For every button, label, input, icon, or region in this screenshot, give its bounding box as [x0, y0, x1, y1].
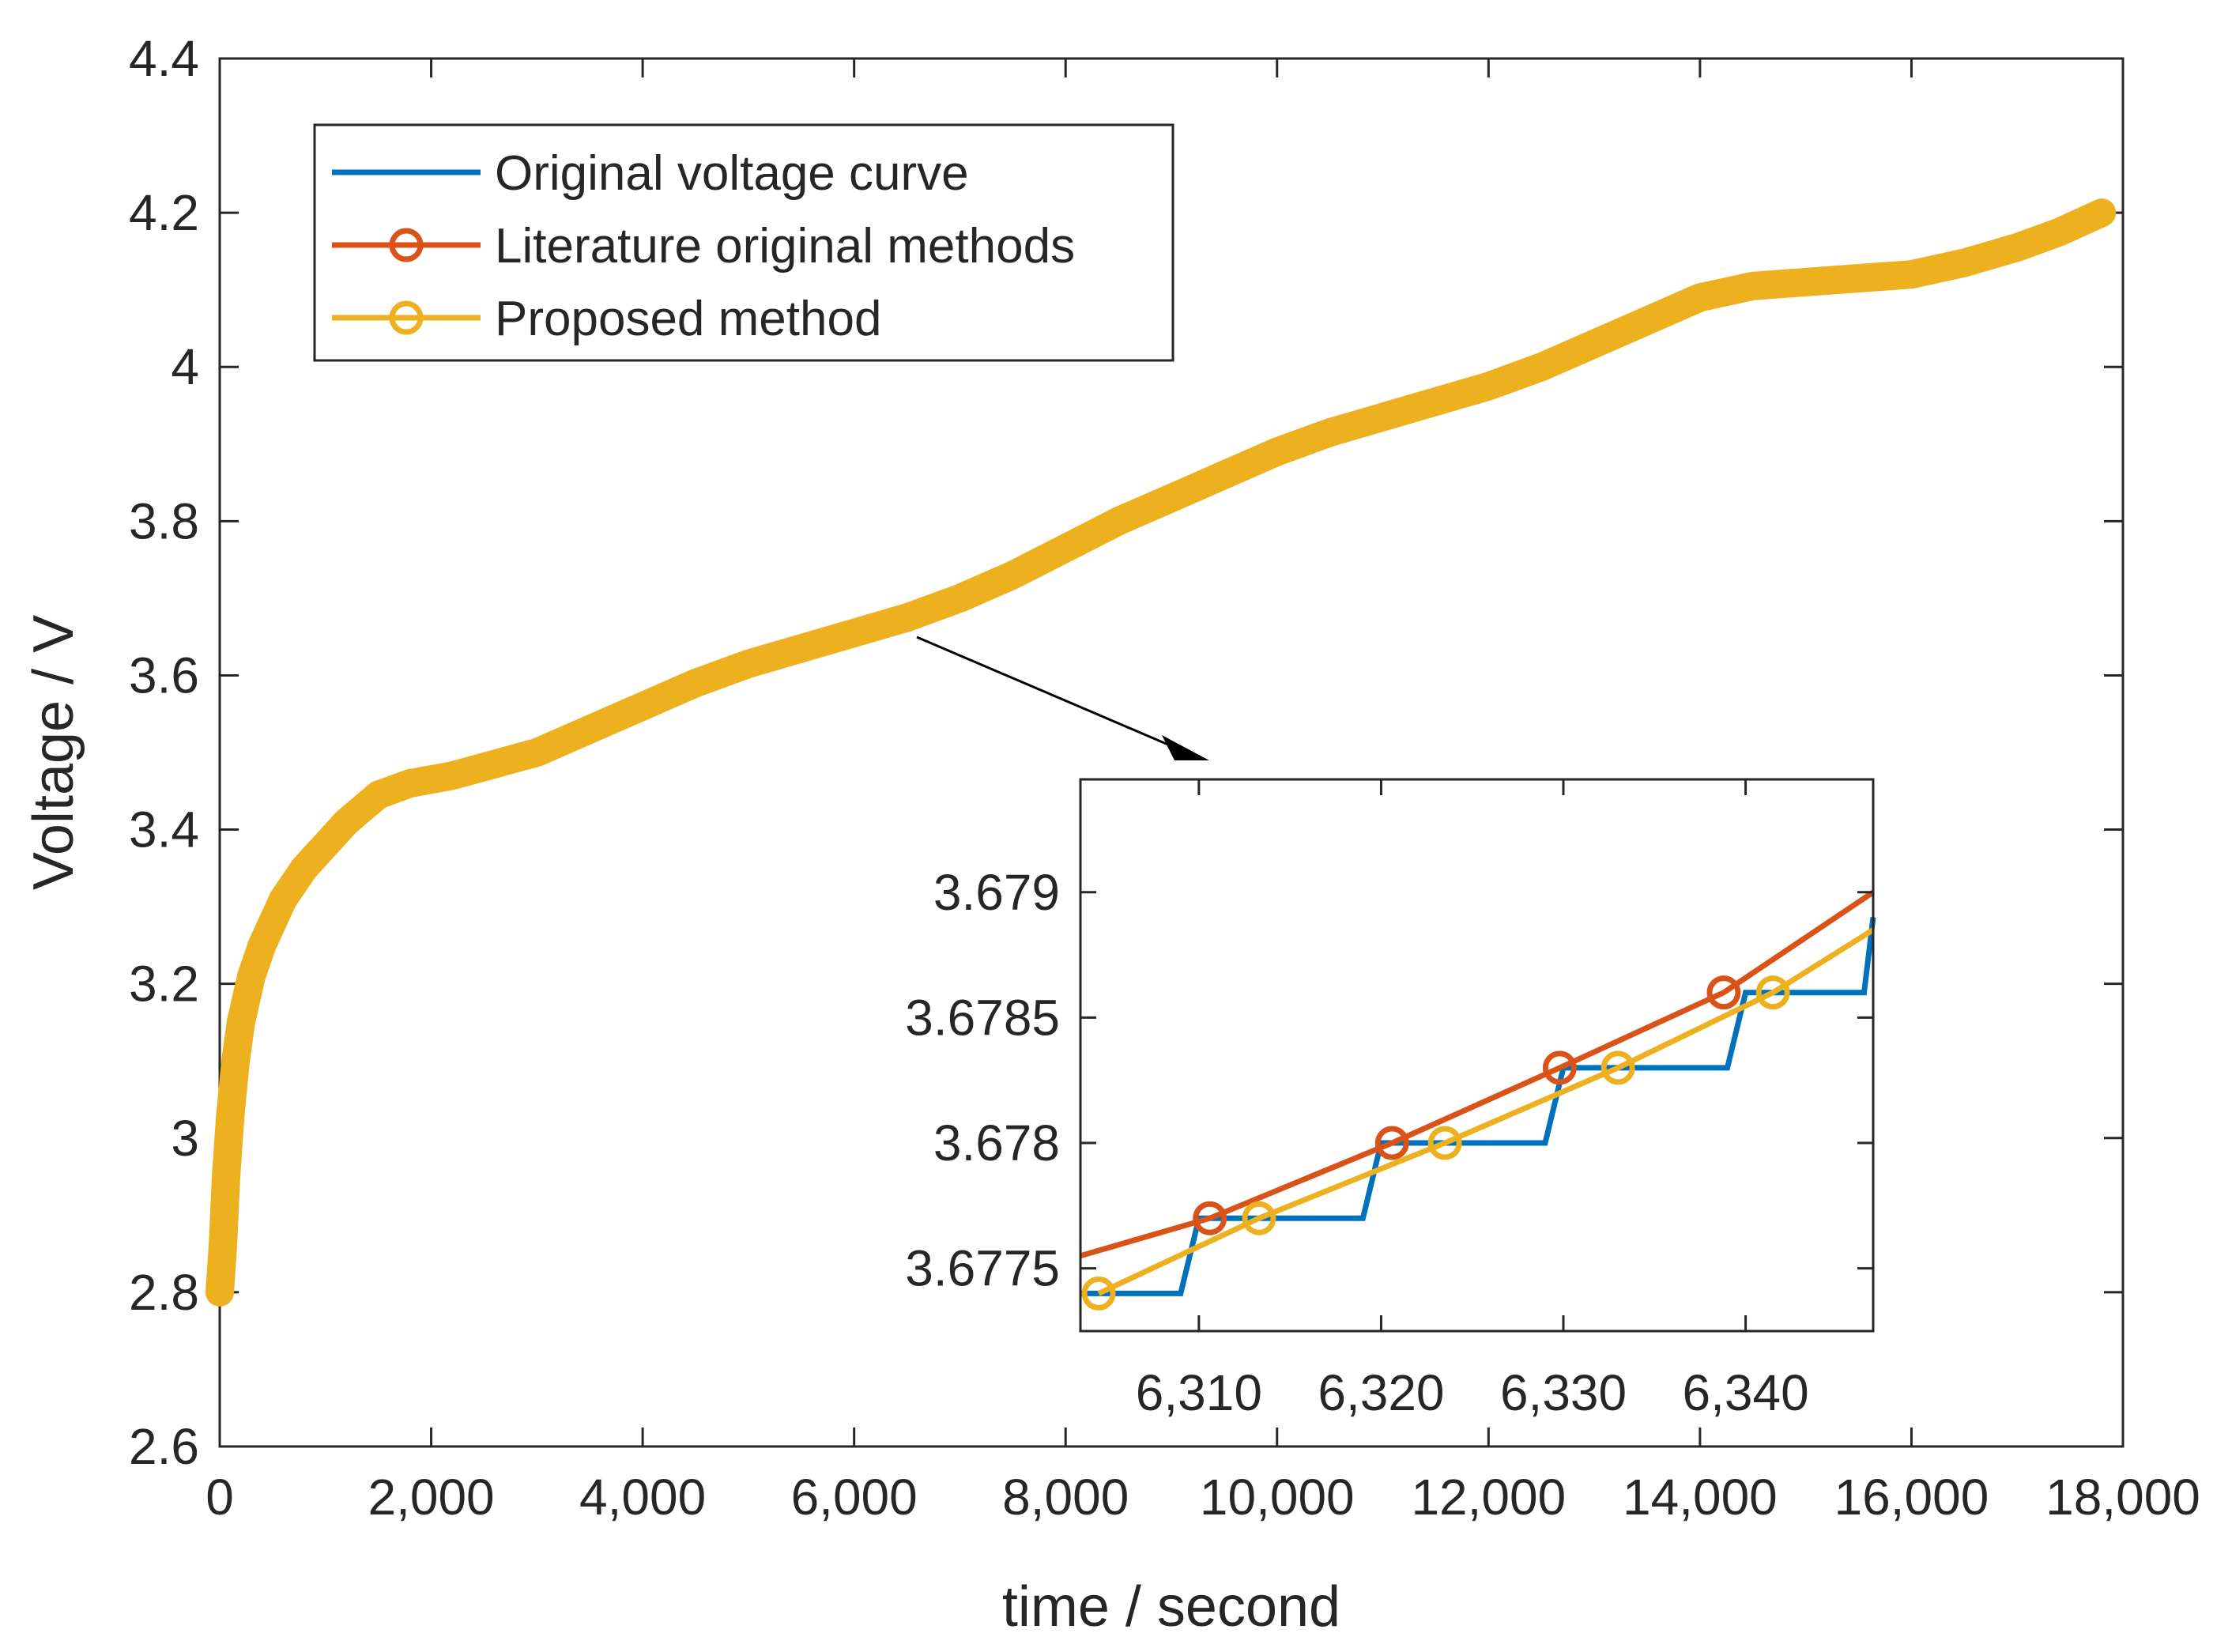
inset-marker-proposed-method	[1081, 1276, 1116, 1311]
legend-entry-original: Original voltage curve	[332, 146, 969, 201]
y-tick-label: 3.6	[129, 647, 199, 703]
inset-y-tick-label: 3.678	[933, 1115, 1060, 1171]
legend-marker-literature	[389, 228, 424, 262]
x-tick-label: 8,000	[1002, 1469, 1129, 1526]
legend-label-original: Original voltage curve	[495, 146, 969, 201]
inset-marker-literature-original-methods	[1374, 1126, 1409, 1160]
inset-y-tick-label: 3.679	[933, 864, 1060, 921]
x-tick-label: 2,000	[368, 1469, 494, 1526]
y-axis-title: Voltage / V	[22, 615, 85, 890]
inset-x-tick-label: 6,320	[1318, 1364, 1444, 1421]
inset-marker-literature-original-methods	[1542, 1050, 1577, 1085]
y-tick-label: 3	[171, 1110, 199, 1167]
legend-label-literature: Literature original methods	[495, 219, 1075, 273]
inset-plot-area: 6,310 6,320 6,330 6,340 3.67753.6783.67853.…	[905, 778, 1876, 1421]
y-tick-label: 4.4	[129, 30, 199, 87]
inset-marker-literature-original-methods	[1706, 975, 1741, 1010]
inset-y-axis: 3.6775 3.678 3.6785 3.679	[905, 864, 1873, 1297]
legend: Original voltage curve Literature origin…	[313, 123, 1174, 362]
y-tick-label: 4	[171, 338, 199, 395]
inset-x-tick-label: 6,330	[1500, 1364, 1627, 1421]
main-plot-area: 0 2,000 4,000 6,000 8,000 10,000 12,000 14,000 1…	[129, 30, 2200, 1526]
inset-marker-proposed-method	[1600, 1050, 1635, 1085]
y-tick-label: 3.4	[129, 801, 199, 858]
x-tick-label: 10,000	[1200, 1469, 1355, 1526]
zoom-arrow-head	[1162, 735, 1209, 760]
inset-x-axis: 6,310 6,320 6,330 6,340	[1136, 779, 1809, 1421]
x-tick-label: 6,000	[791, 1469, 918, 1526]
inset-series-group	[1080, 889, 1876, 1311]
y-tick-label: 4.2	[129, 184, 199, 241]
inset-marker-literature-original-methods	[1193, 1201, 1227, 1235]
inset-y-tick-label: 3.6785	[905, 989, 1060, 1046]
inset-series-line-proposed-method	[1097, 927, 1875, 1296]
inset-x-tick-label: 6,310	[1136, 1364, 1262, 1421]
x-tick-label: 12,000	[1411, 1469, 1566, 1526]
inset-axes-frame	[1079, 778, 1875, 1333]
legend-entry-literature: Literature original methods	[332, 219, 1075, 273]
y-tick-label: 3.2	[129, 956, 199, 1013]
x-tick-label: 16,000	[1834, 1469, 1989, 1526]
main-y-axis: 2.6 2.8 3 3.2 3.4 3.6 3.8 4 4.2 4.4	[129, 30, 2123, 1475]
inset-marker-proposed-method	[1755, 975, 1790, 1010]
x-axis-title: time / second	[1002, 1575, 1340, 1639]
inset-marker-proposed-method	[1427, 1126, 1462, 1160]
x-tick-label: 0	[205, 1469, 234, 1526]
legend-entry-proposed: Proposed method	[332, 292, 881, 346]
inset-x-tick-label: 6,340	[1683, 1364, 1809, 1421]
main-axes-frame	[218, 57, 2125, 1448]
zoom-arrow	[916, 636, 1209, 760]
y-tick-label: 2.6	[129, 1418, 199, 1475]
zoom-arrow-line	[916, 636, 1180, 751]
inset-marker-proposed-method	[1242, 1201, 1276, 1235]
legend-marker-proposed	[389, 300, 424, 335]
y-tick-label: 2.8	[129, 1264, 199, 1321]
series-line-proposed-method	[205, 198, 2117, 1307]
y-tick-label: 3.8	[129, 492, 199, 549]
main-x-axis: 0 2,000 4,000 6,000 8,000 10,000 12,000 14,000 1…	[205, 58, 2200, 1526]
x-tick-label: 18,000	[2045, 1469, 2200, 1526]
x-tick-label: 14,000	[1623, 1469, 1778, 1526]
x-tick-label: 4,000	[579, 1469, 706, 1526]
inset-series-line-literature-original-methods	[1080, 889, 1875, 1259]
inset-y-tick-label: 3.6775	[905, 1240, 1060, 1297]
main-series-group	[205, 198, 2117, 1307]
legend-box	[313, 123, 1174, 362]
legend-label-proposed: Proposed method	[495, 292, 881, 346]
